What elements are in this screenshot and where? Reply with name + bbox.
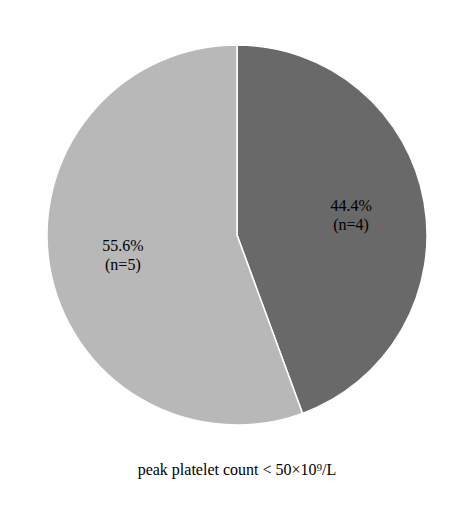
data-label-line: 55.6%: [102, 237, 143, 254]
data-label-line: (n=5): [105, 256, 141, 274]
chart: 44.4% (n=4) 55.6% (n=5) peak platelet count …: [0, 0, 474, 530]
pie-slice: [47, 45, 302, 425]
data-label: 44.4% (n=4): [330, 197, 371, 234]
data-labels: 44.4% (n=4) 55.6% (n=5): [102, 197, 372, 275]
slices: [47, 45, 427, 425]
data-label: 55.6% (n=5): [102, 237, 143, 274]
x-axis-label: peak platelet count < 50×10⁹/L: [138, 461, 337, 479]
chart-container: 44.4% (n=4) 55.6% (n=5) peak platelet count …: [0, 0, 474, 530]
data-label-line: 44.4%: [330, 197, 371, 214]
data-label-line: (n=4): [333, 216, 369, 234]
